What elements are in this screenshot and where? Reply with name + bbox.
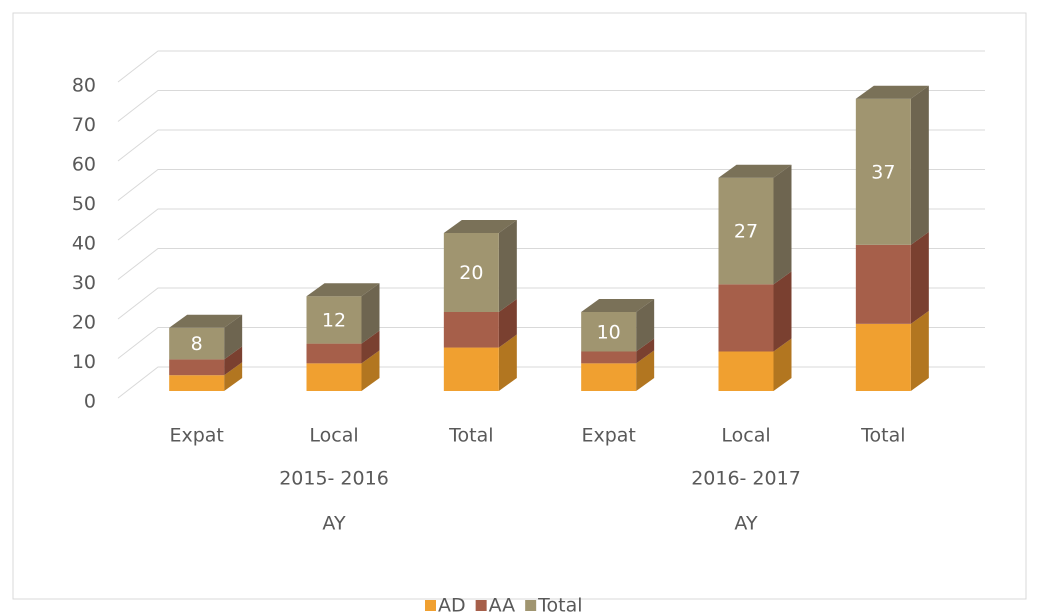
bar (306, 296, 362, 344)
legend-swatch (475, 600, 487, 611)
bar (169, 359, 225, 376)
y-tick-label: 80 (72, 75, 96, 97)
bar (443, 312, 499, 348)
y-tick-label: 50 (72, 193, 96, 215)
x-tick-label: Total (860, 425, 905, 447)
legend-label: AD (438, 595, 466, 613)
bar-side (773, 338, 792, 391)
bar-side (498, 220, 517, 312)
data-label: 12 (322, 309, 346, 331)
data-label: 8 (191, 333, 203, 355)
grid-line (117, 90, 985, 122)
grid-line (117, 50, 985, 83)
bar-side (773, 164, 792, 285)
y-tick-label: 10 (72, 351, 96, 373)
y-tick-label: 0 (84, 391, 96, 413)
grid-line (117, 248, 985, 280)
bar-top (718, 164, 792, 178)
bar-side (636, 338, 655, 364)
bar (443, 347, 499, 391)
y-tick-label: 40 (72, 233, 96, 255)
bar-side (910, 85, 929, 245)
x-tick-label: Expat (581, 425, 635, 447)
y-tick-label: 20 (72, 312, 96, 334)
x-tick-label: Expat (169, 425, 223, 447)
x-tick-label: Total (448, 425, 493, 447)
y-tick-label: 70 (72, 114, 96, 136)
bar (581, 363, 637, 391)
data-label: 37 (871, 161, 895, 183)
grid-line (117, 327, 985, 359)
bar-top (306, 283, 380, 297)
bar (855, 244, 911, 324)
data-label: 10 (597, 321, 621, 343)
bar-side (361, 283, 380, 344)
bar-side (498, 334, 517, 391)
bar (718, 177, 774, 285)
bar (306, 343, 362, 364)
bar-side (910, 231, 929, 324)
group-label: 2015- 2016 (279, 468, 389, 490)
legend-swatch (525, 600, 537, 611)
bar-side (224, 346, 243, 376)
grid-line (117, 169, 985, 201)
bar-top (169, 314, 243, 328)
bar-side (498, 299, 517, 348)
bar (581, 312, 637, 352)
bar-side (636, 299, 655, 352)
bar (718, 351, 774, 391)
bar (169, 375, 225, 391)
legend-swatch (425, 600, 436, 611)
bar (718, 284, 774, 352)
bar-top (855, 85, 929, 99)
data-label: 20 (459, 262, 483, 284)
group-label: 2016- 2017 (691, 468, 801, 490)
bar-side (361, 330, 380, 364)
grid-line (117, 129, 985, 162)
bar-side (636, 350, 655, 391)
grid-line (117, 366, 985, 399)
bar-side (773, 271, 792, 352)
legend-label: Total (537, 595, 582, 613)
grid-line (117, 287, 985, 320)
bar (306, 363, 362, 391)
group-sublabel: AY (734, 513, 758, 535)
x-tick-label: Local (721, 425, 770, 447)
bar (443, 233, 499, 312)
bar (169, 327, 225, 360)
bar (581, 351, 637, 364)
data-label: 27 (734, 221, 758, 243)
bar-top (443, 220, 517, 233)
bar (855, 323, 911, 391)
legend-label: AA (489, 595, 516, 613)
bar-top (581, 299, 655, 312)
bar-side (361, 350, 380, 391)
y-tick-label: 60 (72, 154, 96, 176)
x-tick-label: Local (309, 425, 358, 447)
bar-side (224, 314, 243, 360)
y-tick-label: 30 (72, 272, 96, 294)
bar-side (224, 362, 243, 391)
group-sublabel: AY (322, 513, 346, 535)
bar (855, 98, 911, 245)
bar-side (910, 310, 929, 391)
grid-line (117, 208, 985, 241)
